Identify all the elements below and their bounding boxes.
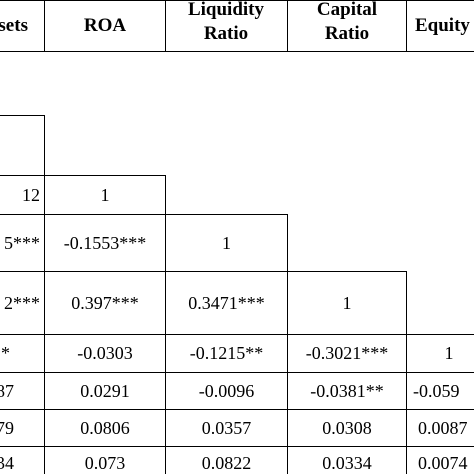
cell-r3-roa: 0.397***	[71, 292, 139, 313]
cell-r2-liquidity: 1	[222, 232, 231, 253]
rule-header-bottom	[0, 51, 474, 52]
cell-r4-roa: -0.0303	[77, 343, 133, 363]
vline-stub	[44, 115, 45, 175]
rule-row3-top	[0, 271, 407, 272]
cell-r5-capital: -0.0381**	[310, 380, 384, 401]
header-assets: ssets	[0, 14, 28, 36]
cell-r7-liquidity: 0.0822	[201, 453, 252, 473]
cell-r6-assets: 79	[0, 417, 14, 438]
cell-r4-liquidity: -0.1215**	[189, 343, 264, 363]
cell-r6-equity: 0.0087	[418, 417, 468, 438]
cell-r2-assets: 5***	[4, 232, 40, 253]
rule-row6-top	[0, 409, 474, 410]
vline-body-4	[406, 271, 407, 474]
cell-r5-equity: -0.059	[413, 380, 460, 401]
cell-r6-capital: 0.0308	[322, 417, 372, 438]
vline-body-3	[287, 214, 288, 474]
rule-row7-top	[0, 446, 474, 447]
rule-row1-top	[0, 175, 166, 176]
cell-r4-capital: -0.3021***	[305, 343, 389, 363]
cell-r6-roa: 0.0806	[80, 417, 130, 438]
vline-body-1	[44, 175, 45, 474]
cell-r7-capital: 0.0334	[322, 453, 372, 473]
rule-top	[0, 0, 474, 1]
rule-row2-top	[0, 214, 288, 215]
cell-r5-assets: 387	[0, 380, 14, 401]
cell-r3-liquidity: 0.3471***	[188, 292, 265, 313]
cell-r4-assets: *	[1, 343, 10, 363]
cell-r6-liquidity: 0.0357	[201, 417, 252, 438]
cell-r7-assets: 34	[0, 453, 14, 473]
cell-r4-equity: 1	[444, 343, 454, 363]
cell-r5-liquidity: -0.0096	[198, 380, 255, 401]
header-liquidity-ratio: Liquidity Ratio	[187, 0, 265, 44]
cell-r3-capital: 1	[342, 292, 352, 313]
vline-header-1	[44, 0, 45, 52]
cell-r5-roa: 0.0291	[80, 380, 130, 401]
header-equity: Equity	[415, 14, 470, 36]
cell-r1-roa: 1	[100, 184, 110, 205]
cell-r2-roa: -0.1553***	[63, 232, 147, 253]
header-roa: ROA	[83, 14, 127, 36]
cell-r7-equity: 0.0074	[418, 453, 468, 473]
cell-r3-assets: 2***	[4, 292, 40, 313]
cell-r7-roa: 0.073	[84, 453, 126, 473]
header-capital-ratio: Capital Ratio	[316, 0, 378, 44]
rule-row5-top	[0, 372, 474, 373]
vline-header-2	[165, 0, 166, 52]
rule-stub-top	[0, 115, 45, 116]
vline-header-3	[287, 0, 288, 52]
rule-row4-top	[0, 334, 474, 335]
vline-body-2	[165, 175, 166, 474]
vline-header-4	[406, 0, 407, 52]
cell-r1-assets: 12	[22, 184, 40, 205]
